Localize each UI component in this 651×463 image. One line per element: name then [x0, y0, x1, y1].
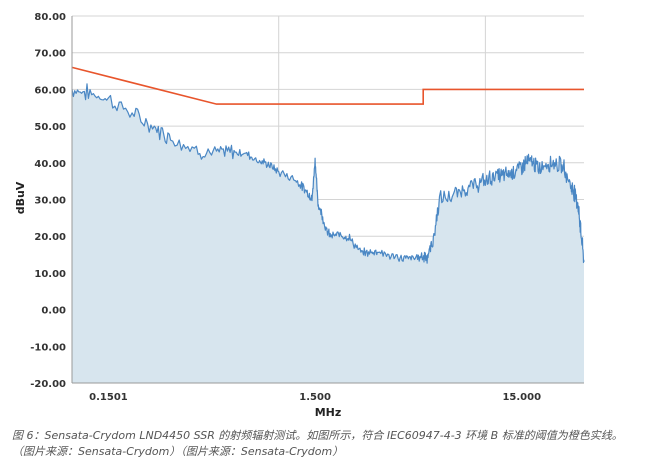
y-tick-label: 10.00	[34, 269, 66, 280]
y-tick-label: 0.00	[41, 306, 66, 317]
y-tick-label: 60.00	[34, 85, 66, 96]
y-tick-label: 40.00	[34, 159, 66, 170]
y-tick-label: -10.00	[30, 342, 66, 353]
y-tick-label: 80.00	[34, 12, 66, 23]
y-tick-label: 20.00	[34, 232, 66, 243]
y-tick-label: 70.00	[34, 49, 66, 60]
signal-line	[71, 83, 585, 264]
y-axis-ticks: -20.00 -10.00 0.00 10.00 20.00 30.00 40.00 50.0…	[30, 12, 66, 390]
x-axis-title: MHz	[315, 406, 342, 419]
plot-series	[71, 66, 585, 384]
y-tick-label: 30.00	[34, 196, 66, 207]
emission-chart: -20.00 -10.00 0.00 10.00 20.00 30.00 40.00 50.0…	[14, 12, 585, 419]
y-tick-label: 50.00	[34, 122, 66, 133]
x-tick-label: 1.500	[299, 392, 331, 403]
plot-frame	[71, 16, 584, 384]
x-tick-label: 15.000	[502, 392, 541, 403]
x-axis-ticks: 0.1501 1.500 15.000	[89, 392, 541, 403]
y-axis-title: dBuV	[14, 181, 27, 214]
limit-line	[71, 66, 584, 105]
y-tick-label: -20.00	[30, 379, 66, 390]
figure-caption: 图 6：Sensata-Crydom LND4450 SSR 的射频辐射测试。如…	[12, 429, 623, 458]
x-tick-label: 0.1501	[89, 392, 128, 403]
